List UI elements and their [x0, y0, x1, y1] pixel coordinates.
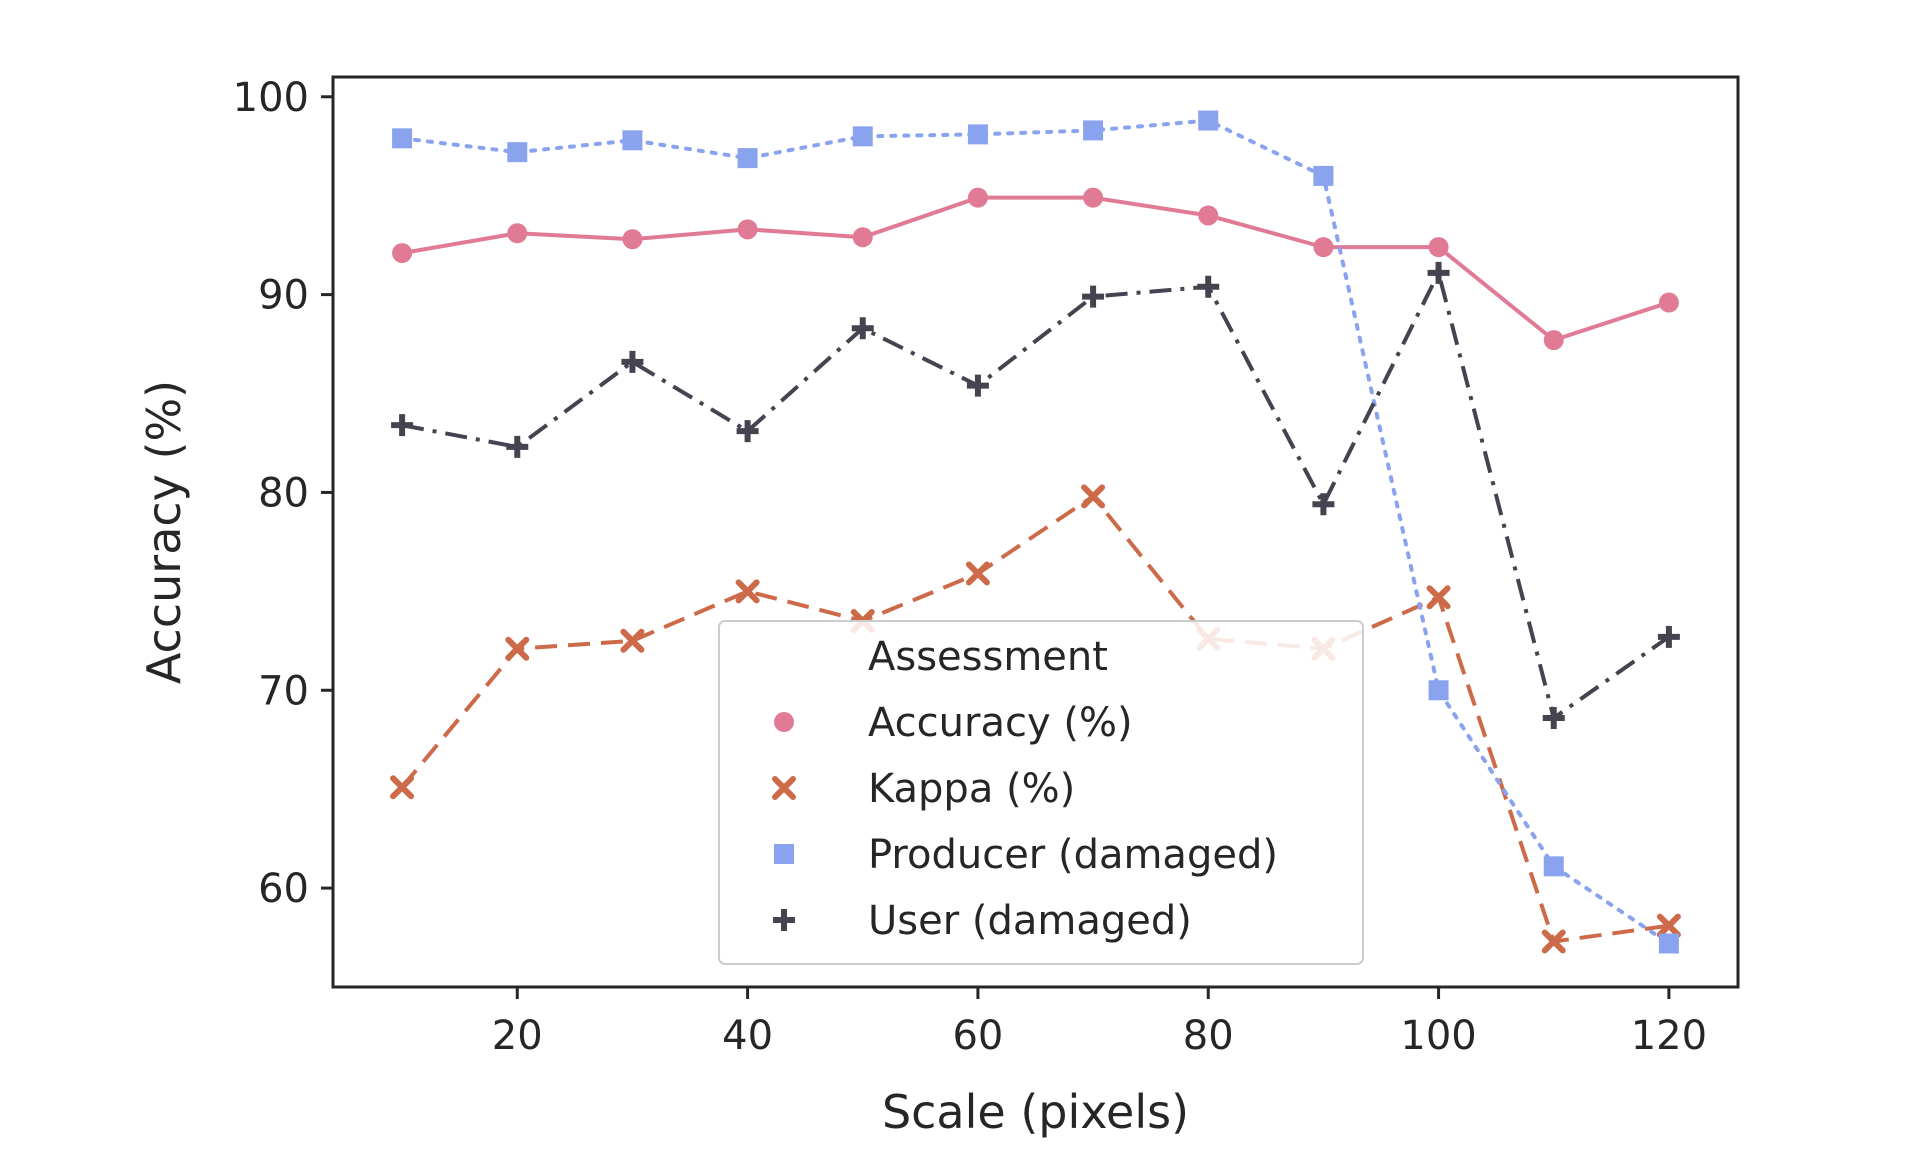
- y-tick-label: 60: [258, 866, 309, 912]
- data-point-s1-3: [735, 579, 760, 604]
- data-point-s0-9: [1428, 237, 1449, 258]
- data-point-s3-3: [736, 420, 759, 443]
- legend-items: Accuracy (%) Kappa (%) Producer (damaged) U…: [772, 700, 1278, 944]
- data-point-s2-9: [1428, 680, 1449, 701]
- y-tick-label: 80: [258, 470, 309, 516]
- data-point-s1-6: [1081, 484, 1106, 509]
- data-point-s1-2: [620, 628, 645, 653]
- data-point-s0-5: [967, 187, 988, 208]
- data-point-s3-8: [1312, 493, 1335, 516]
- data-point-s0-4: [852, 227, 873, 248]
- data-point-s1-1: [505, 636, 530, 661]
- data-point-s3-6: [1082, 285, 1105, 308]
- plot-frame: [331, 75, 1740, 989]
- legend-title: Assessment: [868, 634, 1108, 680]
- data-point-s2-10: [1543, 856, 1564, 877]
- data-point-s3-4: [851, 317, 874, 340]
- x-axis-label: Scale (pixels): [882, 1085, 1189, 1139]
- legend-label: User (damaged): [868, 898, 1192, 944]
- data-point-s3-10: [1542, 706, 1565, 729]
- series-lines: [400, 118, 1671, 946]
- x-tick-label: 120: [1631, 1013, 1707, 1059]
- data-point-s1-11: [1656, 913, 1681, 938]
- legend-marker-1: [772, 776, 796, 800]
- data-point-s2-4: [852, 126, 873, 147]
- x-tick-label: 20: [492, 1013, 543, 1059]
- series-line-0: [401, 195, 1670, 343]
- data-point-s0-8: [1313, 237, 1334, 258]
- legend-marker-2: [774, 844, 794, 864]
- data-point-s0-1: [507, 223, 528, 244]
- data-point-s2-2: [622, 130, 643, 151]
- x-tick-label: 80: [1183, 1013, 1234, 1059]
- data-point-s2-5: [967, 124, 988, 145]
- series-line-1: [400, 494, 1670, 944]
- data-point-s3-7: [1197, 275, 1220, 298]
- data-point-s2-8: [1313, 165, 1334, 186]
- axes: [331, 75, 1740, 989]
- data-point-s0-11: [1658, 292, 1679, 313]
- y-axis-label: Accuracy (%): [137, 380, 191, 684]
- data-point-s3-5: [966, 374, 989, 397]
- data-point-s0-3: [737, 219, 758, 240]
- legend: Assessment Accuracy (%) Kappa (%) Producer…: [718, 620, 1364, 965]
- data-point-s0-0: [392, 243, 413, 264]
- data-point-s0-6: [1083, 187, 1104, 208]
- series-line-2: [400, 118, 1671, 946]
- data-point-s2-6: [1083, 120, 1104, 141]
- data-point-s3-2: [621, 350, 644, 373]
- legend-label: Kappa (%): [868, 766, 1075, 812]
- legend-marker-3: [773, 909, 795, 931]
- series-line-3: [401, 270, 1671, 720]
- data-point-s2-1: [507, 142, 528, 163]
- data-point-s2-11: [1658, 933, 1679, 954]
- legend-box: [718, 620, 1364, 965]
- x-ticks: 20 40 60 80 100 120: [492, 987, 1707, 1059]
- data-point-s0-7: [1198, 205, 1219, 226]
- data-point-s3-9: [1427, 261, 1450, 284]
- legend-label: Accuracy (%): [868, 700, 1133, 746]
- data-point-s3-0: [391, 414, 414, 437]
- x-tick-label: 60: [952, 1013, 1003, 1059]
- data-point-s1-5: [965, 561, 990, 586]
- legend-label: Producer (damaged): [868, 832, 1278, 878]
- data-point-s3-1: [506, 435, 529, 458]
- data-point-s1-0: [390, 775, 415, 800]
- data-point-s2-3: [737, 148, 758, 169]
- x-tick-label: 100: [1400, 1013, 1476, 1059]
- y-tick-label: 90: [258, 273, 309, 319]
- x-tick-label: 40: [722, 1013, 773, 1059]
- data-point-s1-10: [1541, 929, 1566, 954]
- data-point-s2-0: [392, 128, 413, 149]
- data-point-s3-11: [1657, 625, 1680, 648]
- legend-marker-0: [774, 712, 794, 732]
- y-tick-label: 70: [258, 668, 309, 714]
- y-ticks: 60 70 80 90 100: [233, 75, 333, 912]
- y-tick-label: 100: [233, 75, 309, 121]
- data-point-s2-7: [1198, 110, 1219, 131]
- data-point-s0-10: [1543, 330, 1564, 351]
- data-point-s0-2: [622, 229, 643, 250]
- data-point-s1-9: [1426, 585, 1451, 610]
